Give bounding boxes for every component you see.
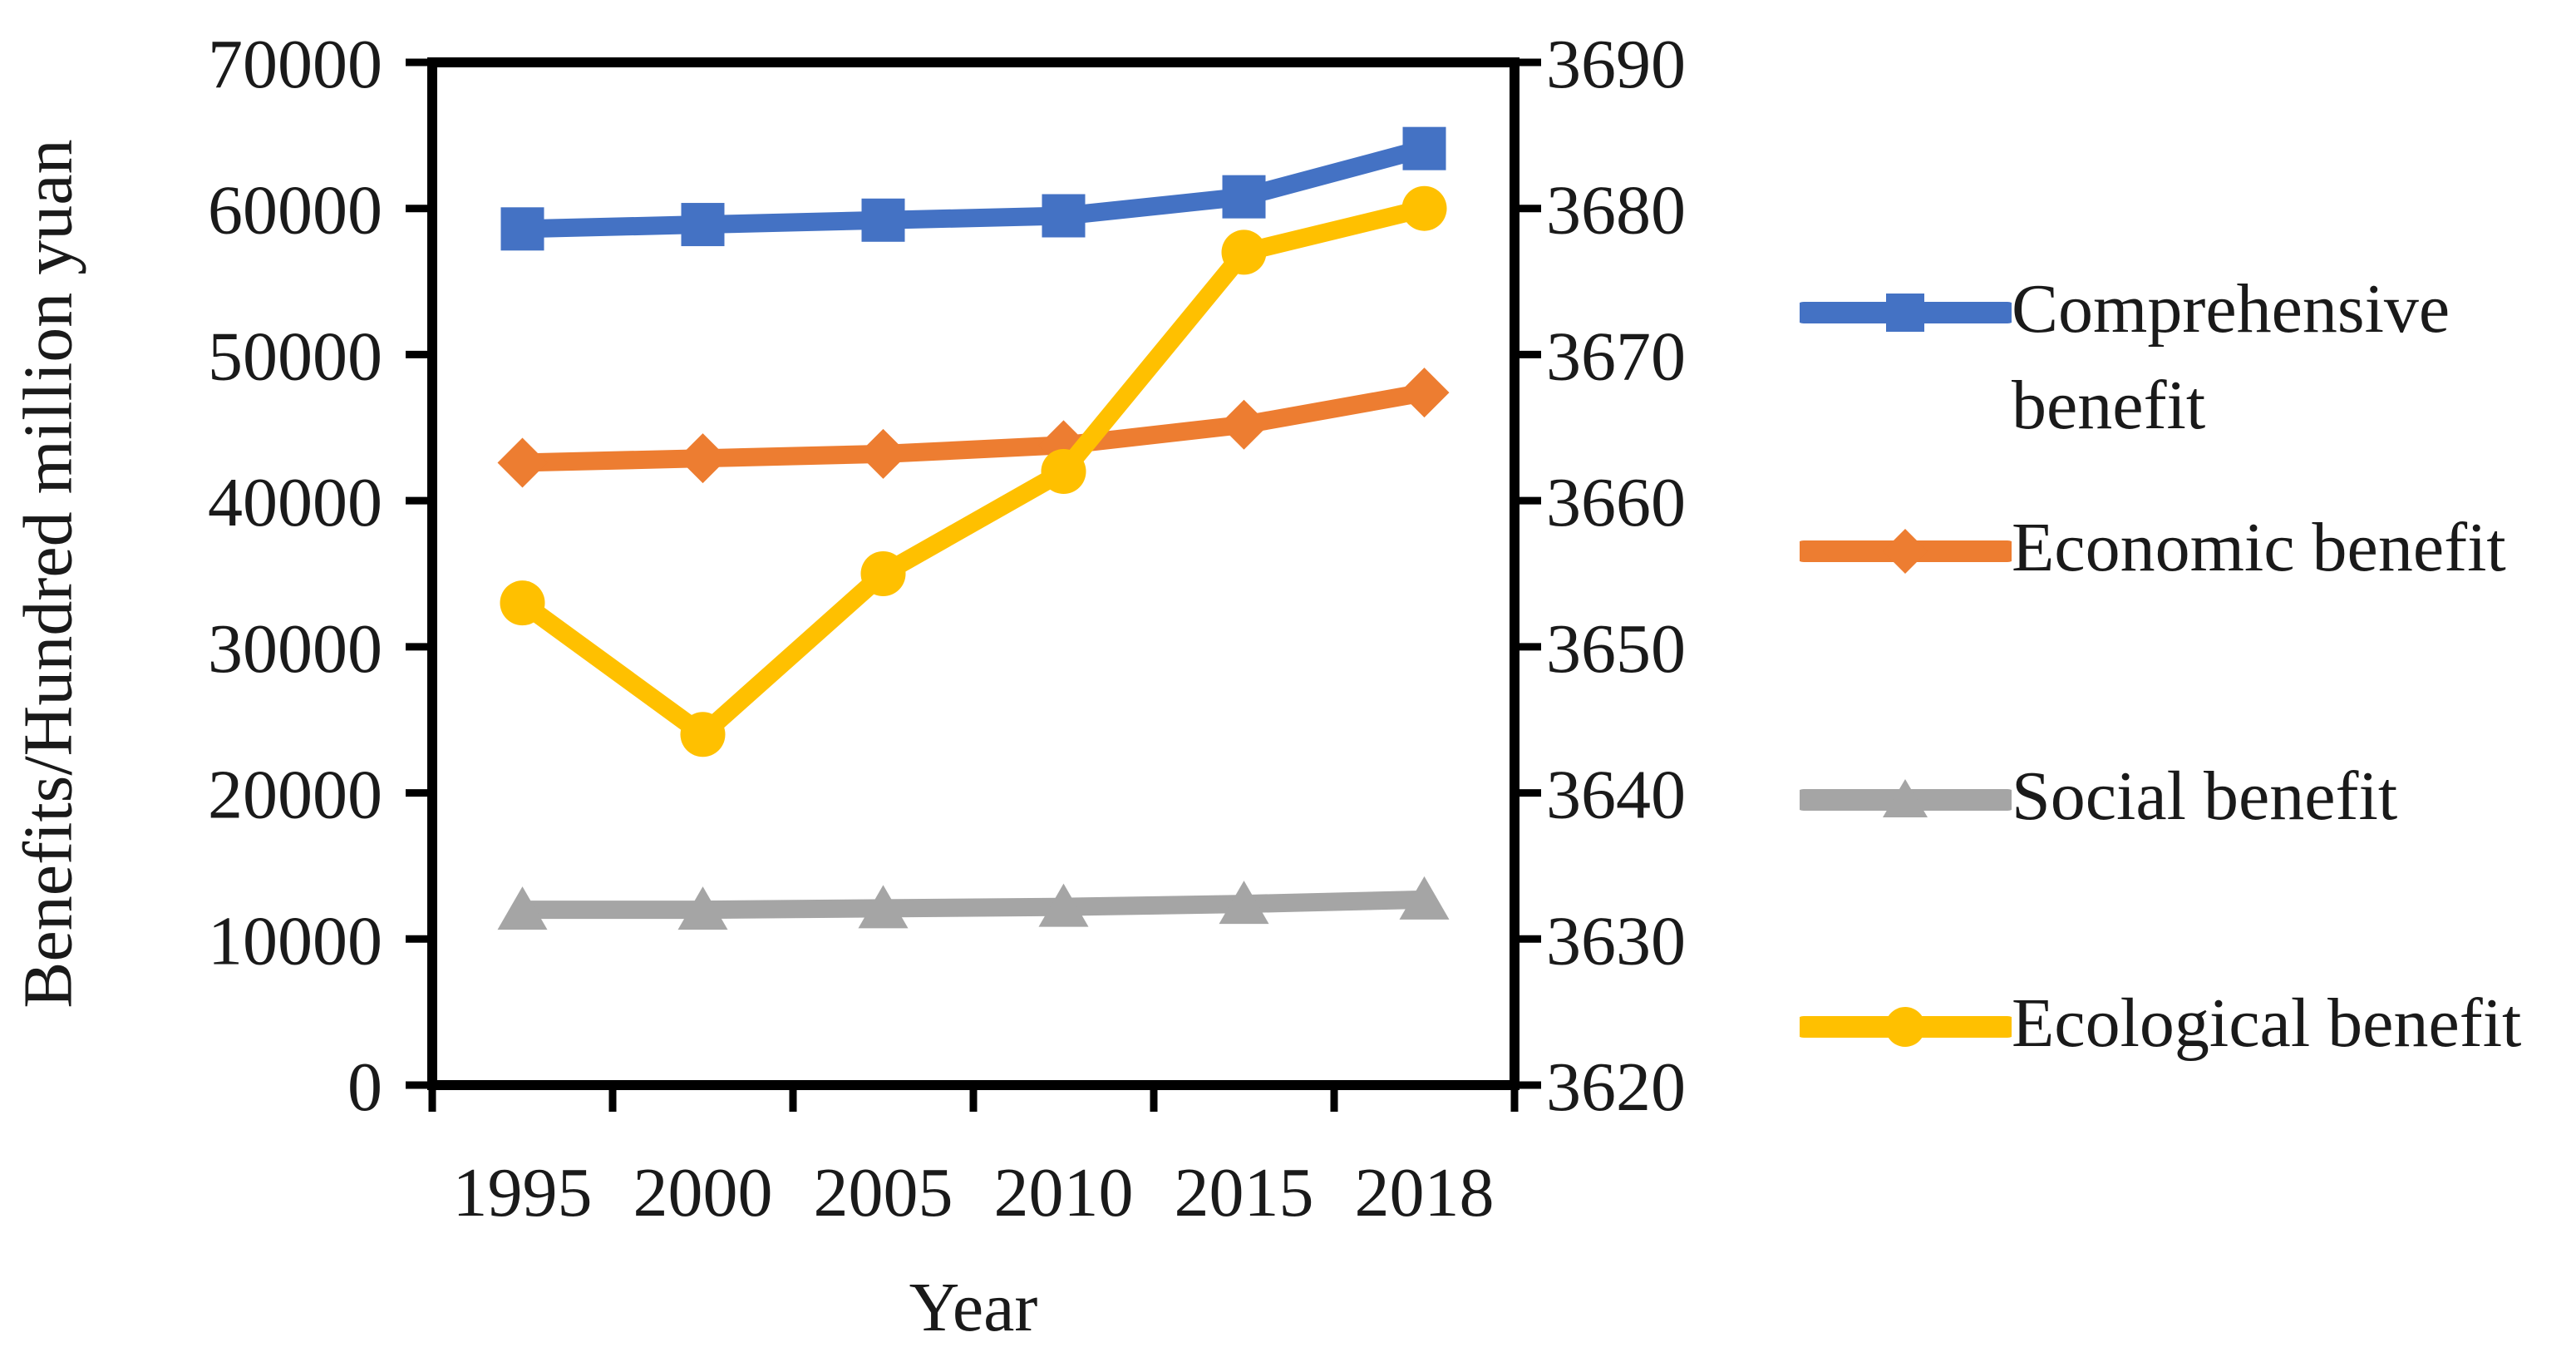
series-ecological-benefit xyxy=(500,185,1447,757)
data-point-square xyxy=(1402,126,1446,170)
legend-marker-circle-icon xyxy=(1885,1007,1925,1047)
series-line xyxy=(513,199,1434,744)
y-axis-title: Benefits/Hundred million yuan xyxy=(9,139,87,1009)
y-axis-tick-label-left: 0 xyxy=(347,1049,382,1126)
legend-label: Economic benefit xyxy=(2012,500,2506,596)
data-point-triangle xyxy=(677,886,728,930)
y-axis-tick-label-left: 30000 xyxy=(208,610,382,688)
legend-item-ecological-benefit: Ecological benefit xyxy=(1800,975,2521,1072)
data-point-diamond xyxy=(858,428,909,479)
data-point-triangle xyxy=(1219,881,1269,925)
legend-label-line: Economic benefit xyxy=(2012,509,2506,586)
legend-swatch-diamond-icon xyxy=(1800,529,2012,574)
y-axis-tick-label-left: 20000 xyxy=(208,757,382,834)
data-point-circle xyxy=(500,580,545,626)
legend-label: Ecological benefit xyxy=(2012,975,2521,1072)
data-point-diamond xyxy=(1219,399,1269,450)
y-axis-tick-label-right: 3680 xyxy=(1546,172,1686,249)
legend-item-economic-benefit: Economic benefit xyxy=(1800,500,2506,596)
data-point-circle xyxy=(1041,449,1086,494)
x-axis-tick-label: 2018 xyxy=(1355,1154,1495,1231)
data-point-triangle xyxy=(497,886,548,930)
legend-label-line: Comprehensive xyxy=(2012,270,2450,348)
data-point-diamond xyxy=(677,433,728,484)
series-economic-benefit xyxy=(497,368,1450,488)
data-point-square xyxy=(861,198,905,242)
y-axis-tick-label-right: 3660 xyxy=(1546,464,1686,541)
legend-item-comprehensive-benefit: Comprehensive benefit xyxy=(1800,261,2450,454)
y-axis-tick-label-right: 3640 xyxy=(1546,757,1686,834)
data-point-triangle xyxy=(1038,883,1089,927)
data-point-circle xyxy=(860,551,906,596)
y-axis-tick-label-left: 50000 xyxy=(208,318,382,395)
data-point-triangle xyxy=(858,885,909,929)
x-axis-tick-label: 2000 xyxy=(633,1154,773,1231)
chart-legend: Comprehensive benefit Economic benefit Soci… xyxy=(1800,0,2573,1357)
x-axis-title: Year xyxy=(909,1269,1038,1346)
data-point-circle xyxy=(680,712,726,757)
data-point-square xyxy=(1042,194,1086,238)
legend-label-line: Ecological benefit xyxy=(2012,984,2522,1062)
x-axis-tick-label: 1995 xyxy=(453,1154,593,1231)
y-axis-tick-label-left: 10000 xyxy=(208,902,382,980)
legend-marker-square-icon xyxy=(1886,294,1924,332)
y-axis-tick-label-right: 3650 xyxy=(1546,610,1686,688)
data-point-triangle xyxy=(1399,876,1450,920)
legend-swatch-square-icon xyxy=(1800,294,2012,332)
series-line xyxy=(513,139,1434,239)
data-point-square xyxy=(681,203,725,247)
y-axis-tick-label-right: 3620 xyxy=(1546,1049,1686,1126)
legend-swatch-triangle-icon xyxy=(1800,779,2012,817)
x-axis-tick-label: 2015 xyxy=(1175,1154,1314,1231)
data-point-diamond xyxy=(1399,368,1450,418)
data-point-square xyxy=(500,207,544,251)
legend-label: Comprehensive benefit xyxy=(2012,261,2450,454)
y-axis-tick-label-right: 3670 xyxy=(1546,318,1686,395)
legend-item-social-benefit: Social benefit xyxy=(1800,748,2397,845)
series-line xyxy=(513,383,1434,472)
data-point-circle xyxy=(1221,229,1267,275)
series-comprehensive-benefit xyxy=(500,126,1446,251)
series-social-benefit xyxy=(497,876,1450,930)
legend-label-line: benefit xyxy=(2012,366,2206,444)
legend-marker-triangle-icon xyxy=(1883,779,1928,817)
legend-marker-diamond-icon xyxy=(1883,529,1928,574)
x-axis-tick-label: 2010 xyxy=(994,1154,1134,1231)
data-point-circle xyxy=(1401,185,1447,231)
y-axis-tick-label-left: 40000 xyxy=(208,464,382,541)
legend-swatch-circle-icon xyxy=(1800,1007,2012,1047)
x-axis-tick-label: 2005 xyxy=(814,1154,953,1231)
legend-label: Social benefit xyxy=(2012,748,2397,845)
y-axis-tick-label-left: 70000 xyxy=(208,26,382,103)
y-axis-tick-label-left: 60000 xyxy=(208,172,382,249)
y-axis-tick-label-right: 3630 xyxy=(1546,902,1686,980)
series-line xyxy=(513,890,1434,920)
data-point-square xyxy=(1222,175,1266,219)
legend-label-line: Social benefit xyxy=(2012,757,2398,835)
y-axis-tick-label-right: 3690 xyxy=(1546,26,1686,103)
data-point-diamond xyxy=(497,437,548,488)
